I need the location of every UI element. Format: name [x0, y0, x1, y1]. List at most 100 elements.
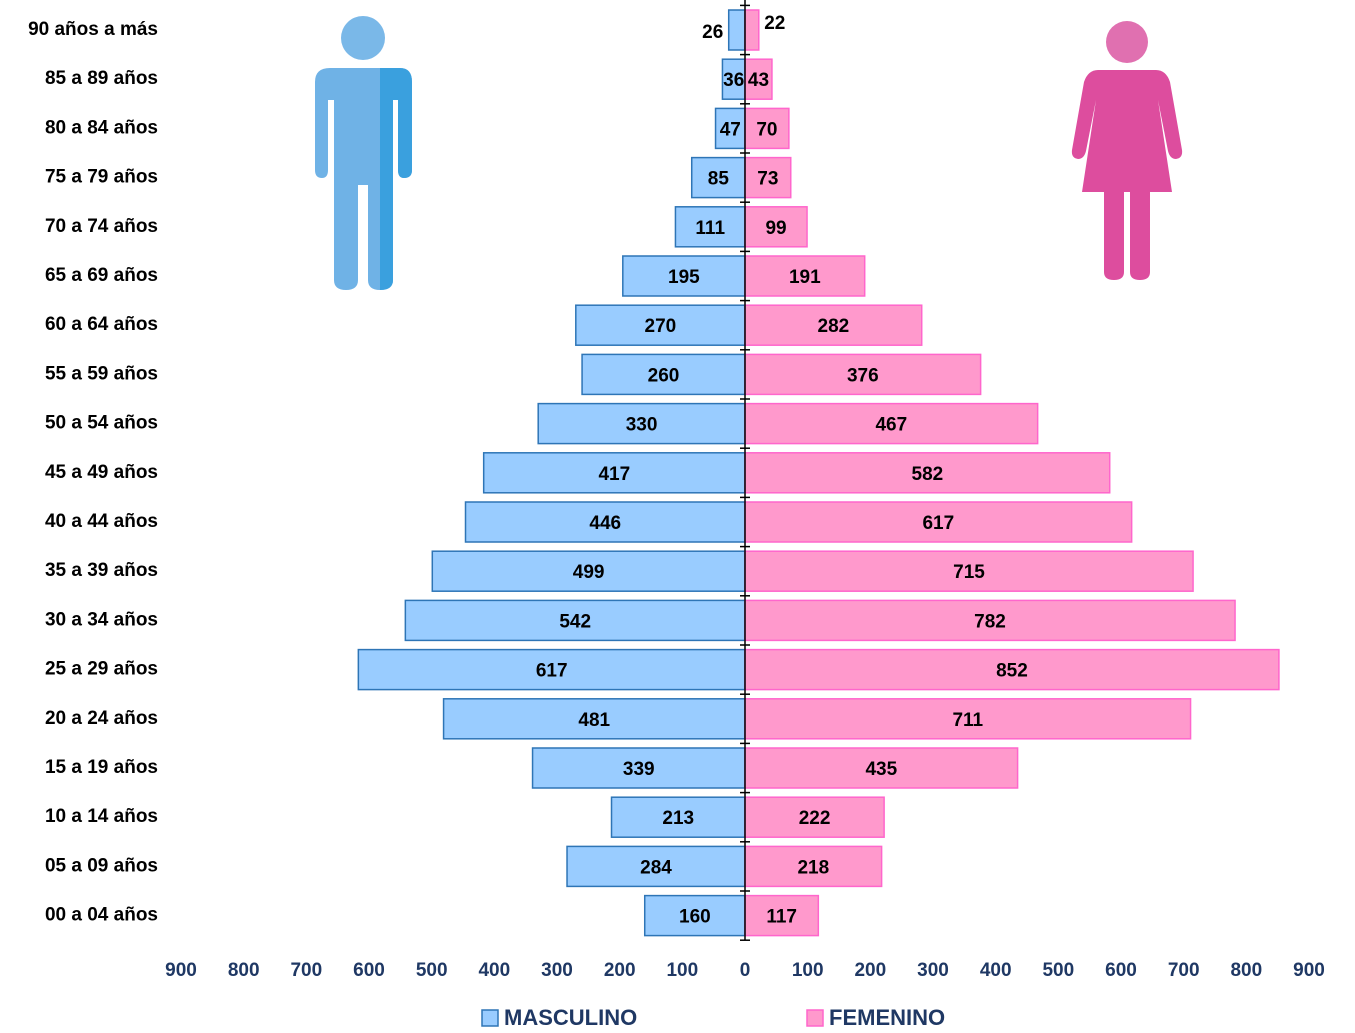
x-tick-label: 100 — [666, 960, 698, 981]
value-label: 213 — [662, 808, 694, 829]
bar — [744, 304, 923, 346]
bar — [610, 796, 746, 838]
x-tick-label: 300 — [541, 960, 573, 981]
category-label: 05 a 09 años — [45, 855, 158, 876]
bar — [744, 845, 883, 888]
x-tick-label: 600 — [353, 960, 385, 981]
value-label: 117 — [766, 907, 797, 928]
value-label: 417 — [598, 464, 630, 485]
x-tick-label: 400 — [980, 960, 1012, 981]
value-label: 376 — [847, 365, 879, 386]
category-label: 50 a 54 años — [45, 413, 158, 434]
category-label: 85 a 89 años — [45, 68, 158, 89]
x-tick-label: 600 — [1105, 960, 1137, 981]
bar — [744, 599, 1236, 642]
legend-label: FEMENINO — [829, 1005, 945, 1030]
male-icon — [315, 16, 412, 290]
bar — [744, 402, 1039, 445]
bar — [566, 845, 746, 888]
value-label: 99 — [765, 218, 786, 239]
bar — [744, 58, 773, 100]
category-label: 35 a 39 años — [45, 560, 158, 581]
value-label: 582 — [912, 464, 944, 485]
bar — [714, 107, 746, 150]
category-label: 30 a 34 años — [45, 609, 158, 630]
value-label: 195 — [668, 267, 700, 288]
bar — [744, 353, 982, 396]
bar — [357, 648, 746, 691]
value-label: 111 — [695, 218, 725, 239]
value-label: 160 — [679, 907, 711, 928]
value-label: 617 — [922, 513, 954, 534]
bar — [690, 156, 746, 199]
x-tick-label: 800 — [228, 960, 260, 981]
x-tick-label: 0 — [740, 960, 751, 981]
value-label: 26 — [702, 22, 723, 43]
x-tick-label: 900 — [1293, 960, 1325, 981]
value-label: 85 — [708, 169, 730, 190]
value-label: 36 — [723, 70, 744, 91]
value-label: 73 — [757, 169, 778, 190]
value-label: 330 — [626, 415, 658, 436]
value-label: 542 — [559, 611, 591, 632]
value-label: 191 — [789, 267, 821, 288]
x-tick-label: 500 — [1042, 960, 1074, 981]
bar — [575, 304, 746, 346]
category-label: 65 a 69 años — [45, 265, 158, 286]
bar — [727, 9, 746, 51]
value-label: 70 — [756, 119, 777, 140]
x-tick-label: 400 — [478, 960, 510, 981]
value-label: 467 — [875, 415, 907, 436]
value-label: 617 — [536, 661, 568, 682]
bar — [744, 501, 1133, 543]
bar — [744, 156, 792, 199]
value-label: 22 — [764, 13, 785, 34]
legend-swatch — [806, 1009, 824, 1027]
legend-swatch — [481, 1009, 499, 1027]
category-label: 00 a 04 años — [45, 905, 158, 926]
bar — [622, 255, 746, 297]
category-label: 80 a 84 años — [45, 117, 158, 138]
x-tick-label: 500 — [416, 960, 448, 981]
value-label: 222 — [799, 808, 831, 829]
x-tick-label: 300 — [917, 960, 949, 981]
x-tick-label: 800 — [1230, 960, 1262, 981]
legend-label: MASCULINO — [504, 1005, 637, 1030]
value-label: 782 — [974, 611, 1006, 632]
value-label: 499 — [573, 562, 605, 583]
category-label: 90 años a más — [28, 19, 158, 40]
bar — [531, 747, 746, 789]
x-tick-label: 700 — [1168, 960, 1200, 981]
bar — [404, 599, 746, 642]
x-tick-label: 200 — [604, 960, 636, 981]
bar — [744, 894, 820, 937]
bar — [744, 9, 760, 51]
x-tick-label: 700 — [290, 960, 322, 981]
bar — [464, 501, 746, 543]
bar — [442, 698, 746, 740]
female-icon — [1071, 21, 1183, 280]
bar — [744, 796, 885, 838]
bar — [744, 698, 1192, 740]
value-label: 711 — [952, 710, 983, 731]
value-label: 339 — [623, 759, 655, 780]
bar — [744, 452, 1111, 494]
value-label: 284 — [640, 857, 672, 878]
category-label: 75 a 79 años — [45, 167, 158, 188]
bar — [674, 206, 746, 248]
category-label: 15 a 19 años — [45, 757, 158, 778]
value-label: 715 — [953, 562, 985, 583]
category-label: 20 a 24 años — [45, 708, 158, 729]
value-label: 435 — [865, 759, 897, 780]
bar — [744, 648, 1280, 691]
value-label: 43 — [748, 70, 769, 91]
bar — [643, 894, 746, 937]
value-label: 852 — [996, 661, 1028, 682]
bar — [581, 353, 746, 396]
value-label: 282 — [818, 316, 850, 337]
category-label: 45 a 49 años — [45, 462, 158, 483]
bar — [482, 452, 746, 494]
category-label: 25 a 29 años — [45, 659, 158, 680]
value-label: 260 — [648, 365, 680, 386]
